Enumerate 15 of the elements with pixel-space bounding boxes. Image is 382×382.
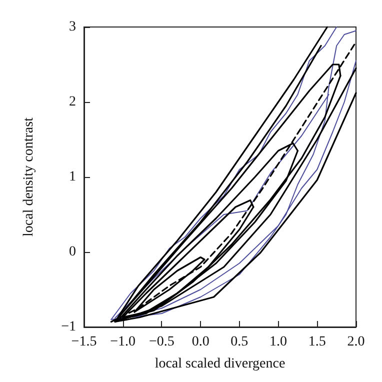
y-axis-title: local density contrast <box>22 117 36 236</box>
y-tick-label: −1 <box>61 320 76 334</box>
x-tick-label: −1.0 <box>110 334 136 350</box>
x-axis-title: local scaled divergence <box>154 356 286 372</box>
y-tick-label: 0 <box>69 244 76 260</box>
x-tick-label: 1.0 <box>270 334 288 350</box>
x-tick-label: 0.5 <box>230 334 248 350</box>
y-tick-label: 1 <box>69 170 76 184</box>
y-tick-label: 2 <box>69 94 76 110</box>
x-tick-label: −1.5 <box>71 334 97 350</box>
x-tick-label: −0.5 <box>149 334 174 350</box>
y-tick-label: 3 <box>69 20 76 34</box>
x-tick-label: 2.0 <box>347 334 365 350</box>
x-tick-label: 0.0 <box>192 334 210 350</box>
x-tick-label: 1.5 <box>308 334 326 350</box>
